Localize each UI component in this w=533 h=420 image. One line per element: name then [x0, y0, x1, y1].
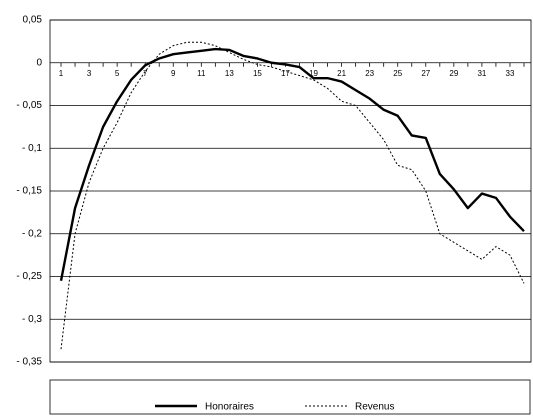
legend-box	[49, 379, 531, 415]
x-tick-label: 9	[171, 69, 176, 78]
y-tick-label: - 0,15	[16, 186, 42, 197]
y-tick-label: - 0,2	[22, 228, 42, 239]
series-line	[59, 47, 525, 282]
plot-frame	[49, 19, 532, 363]
x-tick-label: 19	[309, 69, 318, 78]
x-tick-label: 7	[143, 69, 148, 78]
x-tick-label: 21	[337, 69, 346, 78]
x-tick-label: 17	[281, 69, 290, 78]
x-tick-label: 5	[115, 69, 120, 78]
x-tick-label: 27	[421, 69, 430, 78]
y-tick-label: - 0,05	[16, 100, 42, 111]
x-tick-label: 1	[59, 69, 64, 78]
y-tick-label: - 0,35	[16, 357, 42, 368]
x-tick-label: 15	[253, 69, 262, 78]
y-tick-label: - 0,1	[22, 143, 42, 154]
x-tick-label: 13	[225, 69, 234, 78]
legend-label: Revenus	[355, 402, 394, 413]
x-tick-label: 31	[477, 69, 486, 78]
x-tick-label: 25	[393, 69, 402, 78]
y-tick-label: 0	[36, 57, 42, 68]
y-tick-label: - 0,25	[16, 271, 42, 282]
x-tick-label: 33	[506, 69, 515, 78]
x-tick-label: 23	[365, 69, 374, 78]
legend-label: Honoraires	[205, 402, 254, 413]
x-tick-label: 11	[197, 69, 206, 78]
y-tick-label: 0,05	[23, 15, 43, 26]
series-line	[60, 41, 525, 350]
y-tick-label: - 0,3	[22, 314, 42, 325]
x-tick-label: 29	[449, 69, 458, 78]
x-tick-label: 3	[87, 69, 92, 78]
